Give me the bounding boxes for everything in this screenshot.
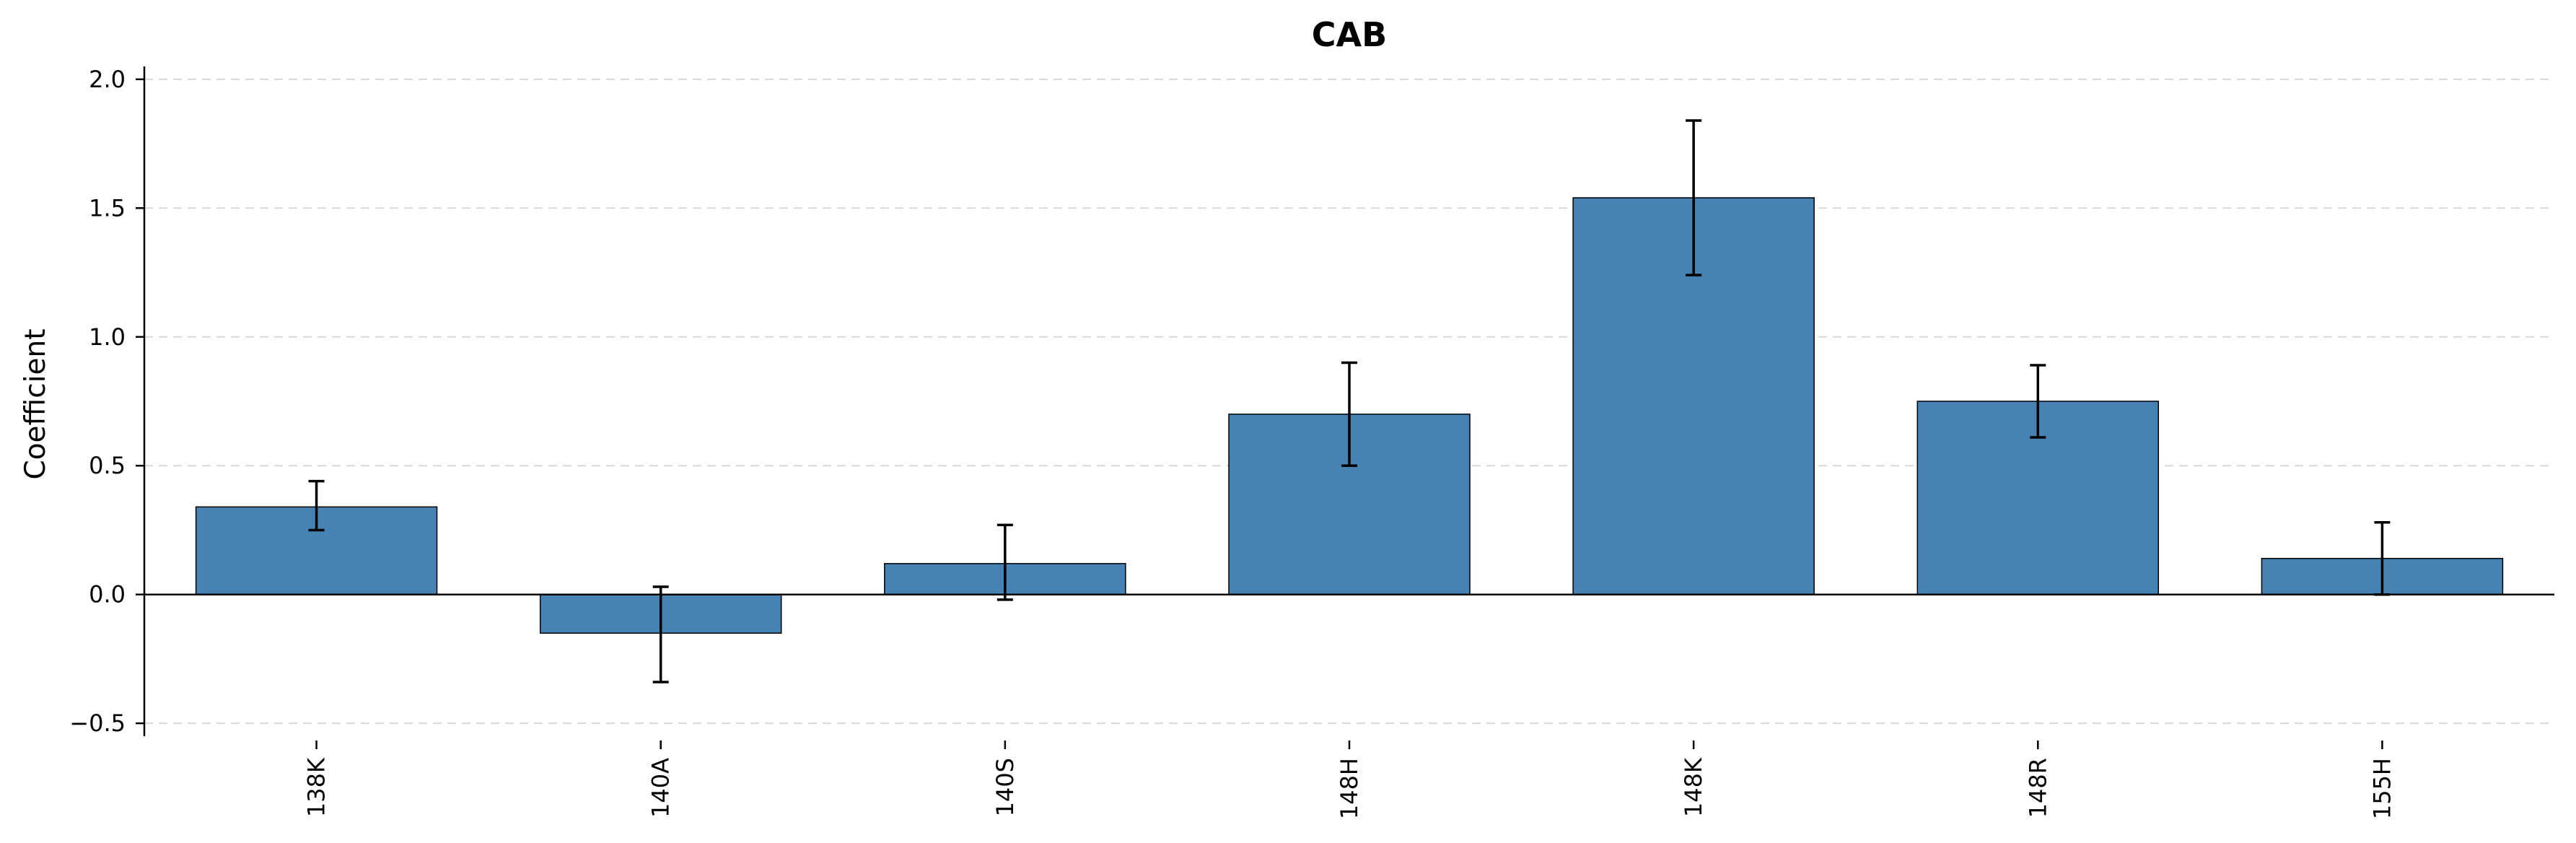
error-bars (308, 119, 2391, 683)
x-tick-label: 155H (2368, 758, 2396, 819)
error-bar-140A (652, 585, 669, 683)
x-tick-label: 138K (303, 757, 330, 817)
error-bar-148K (1686, 119, 1702, 276)
error-bar-148H (1341, 361, 1357, 467)
axes: −0.5 0.0 0.5 1.0 1.5 2.0 138K 140A 140S 148H 148K 1… (69, 66, 2554, 819)
error-bar-148R (2030, 364, 2046, 439)
y-tick-label: 1.0 (89, 323, 126, 351)
x-tick-label: 140A (647, 758, 675, 818)
error-bar-140S (996, 523, 1013, 601)
x-tick-label: 140S (991, 758, 1019, 816)
y-axis-label: Coefficient (19, 328, 52, 479)
x-tick-label: 148H (1336, 758, 1363, 819)
y-tick-label: 2.0 (89, 66, 126, 93)
y-tick-label: 1.5 (89, 194, 126, 222)
y-tick-label: 0.5 (89, 452, 126, 479)
y-tick-label: 0.0 (89, 581, 126, 608)
y-tick-label: −0.5 (69, 709, 126, 737)
x-tick-label: 148K (1680, 757, 1707, 817)
chart-title: CAB (1312, 15, 1387, 54)
error-bar-138K (308, 479, 325, 532)
x-tick-label: 148R (2024, 758, 2051, 818)
